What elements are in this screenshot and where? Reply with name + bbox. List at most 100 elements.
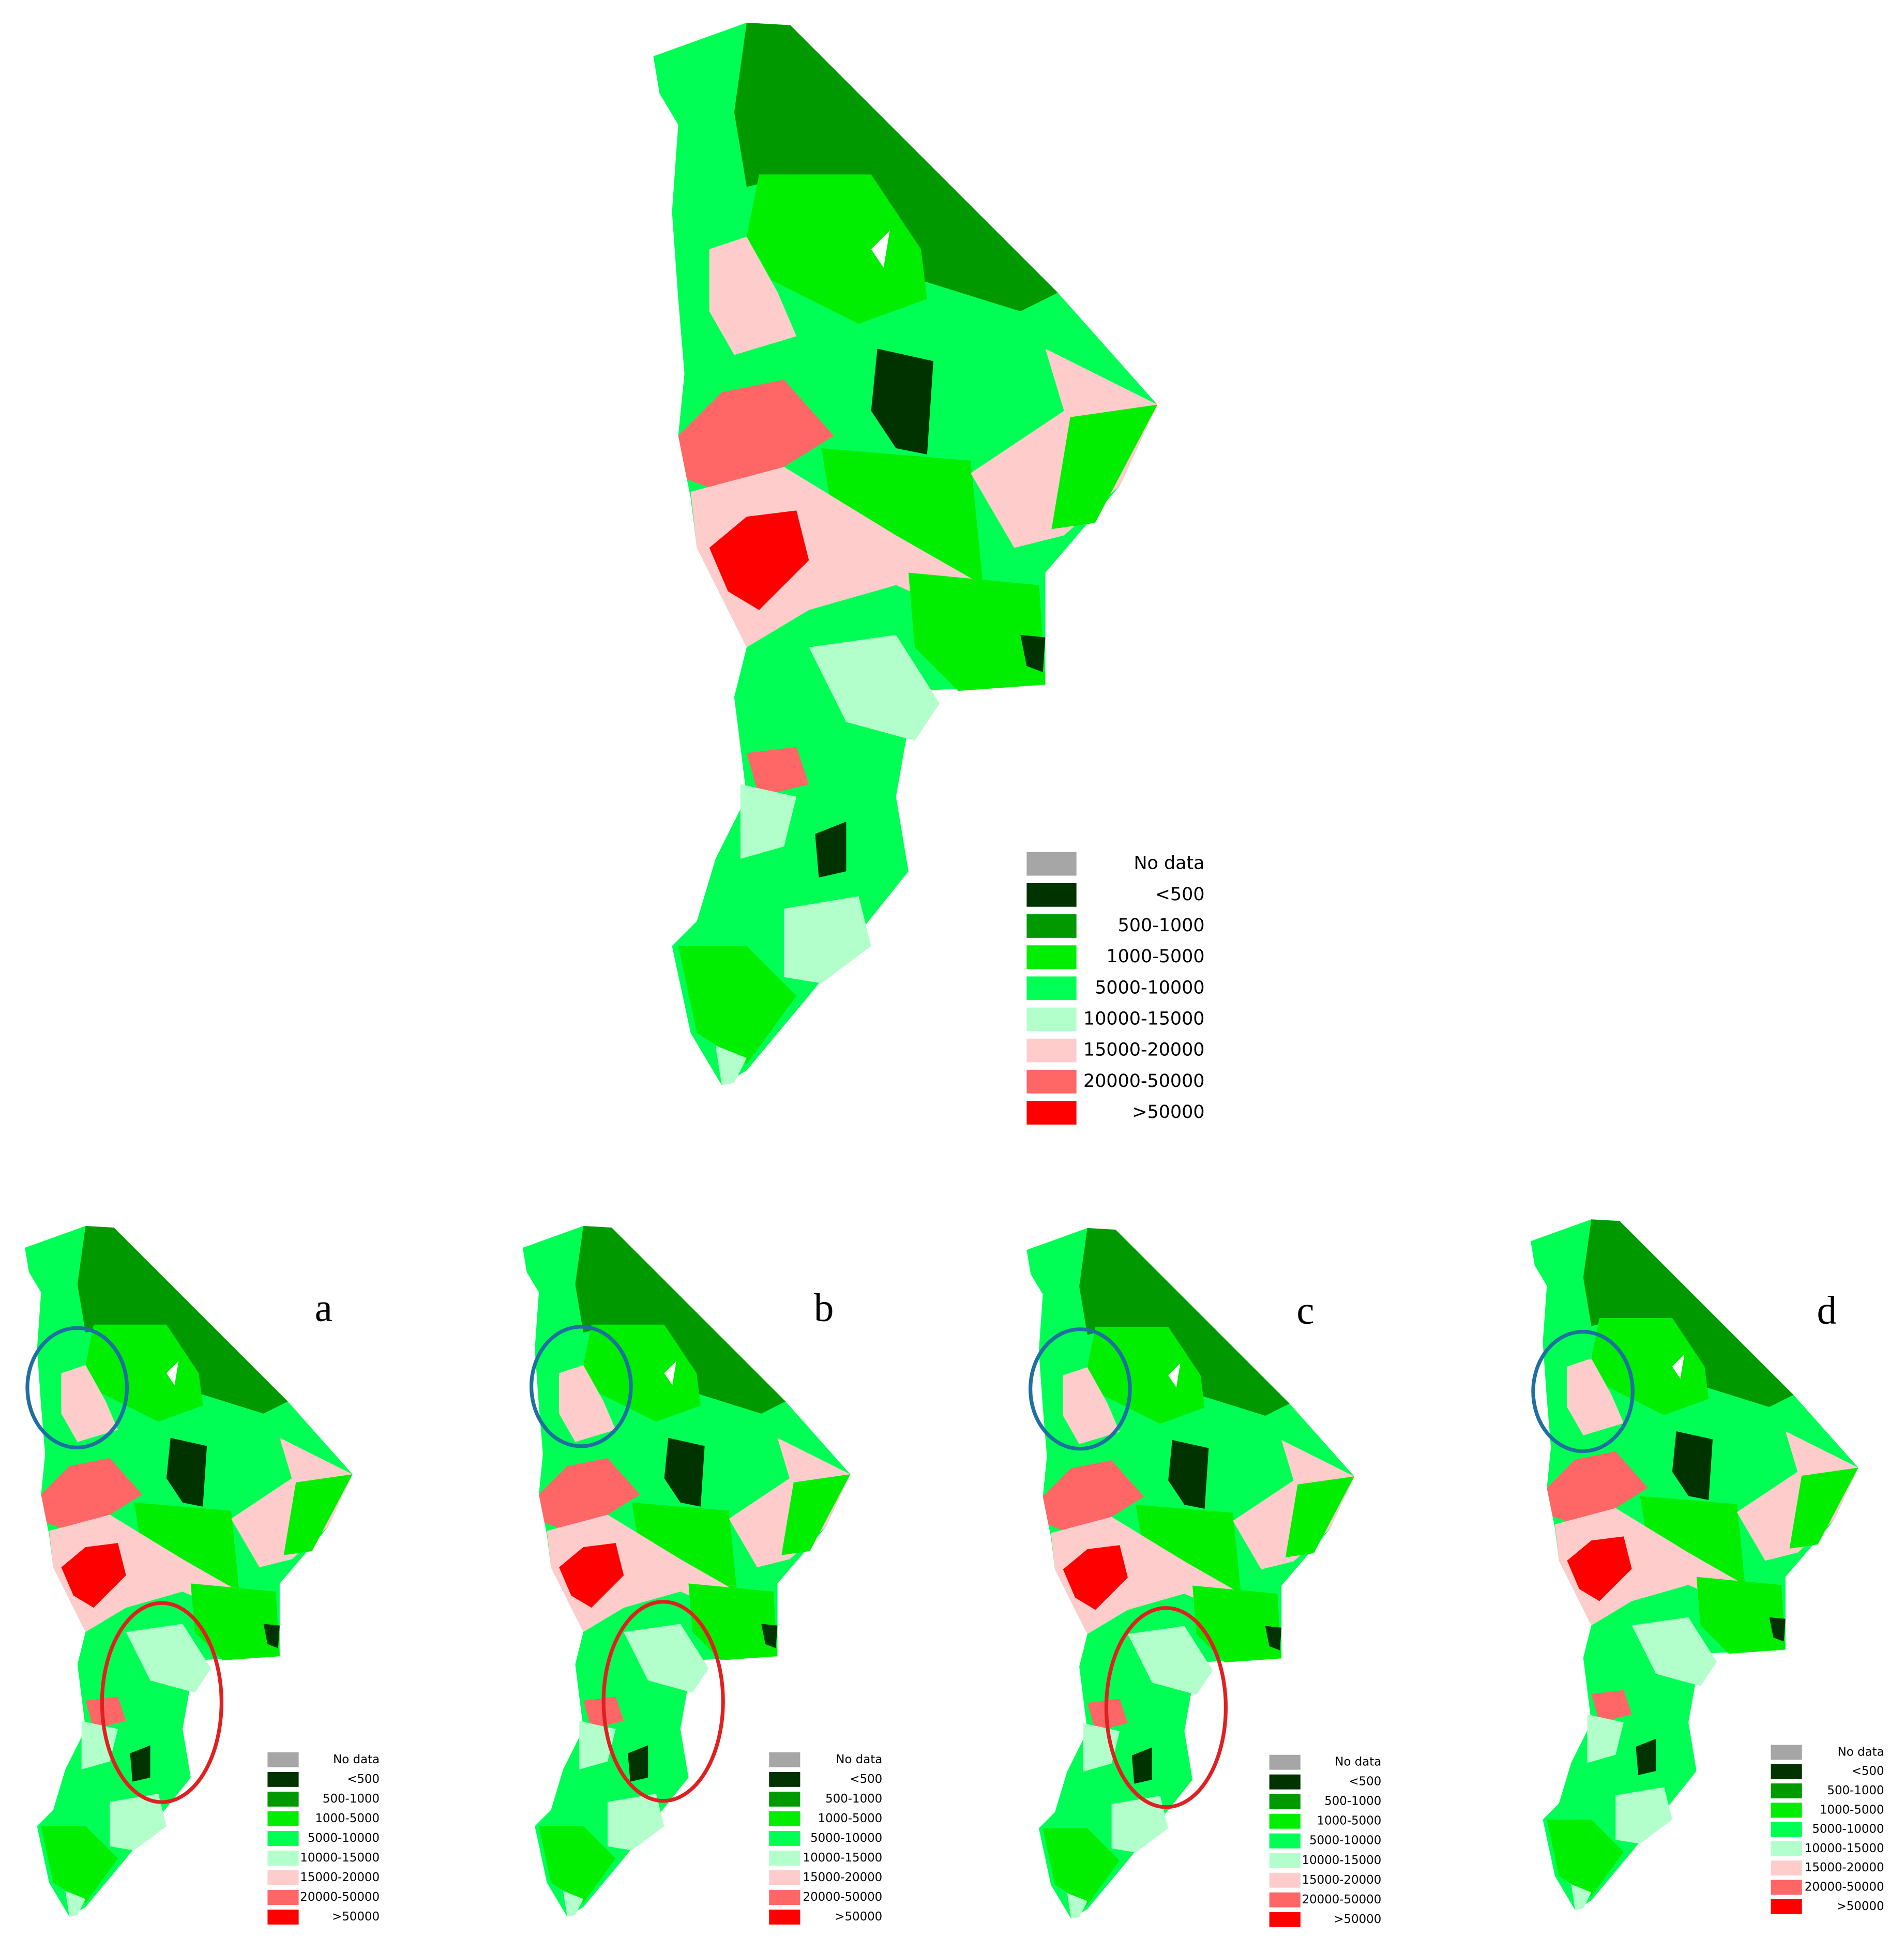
legend-label: 1000-5000 [1820,1803,1884,1816]
legend-swatch [1771,1841,1802,1856]
legend-label: >50000 [835,1910,882,1924]
legend-label: 1000-5000 [1106,946,1204,967]
legend-swatch [267,1851,299,1866]
legend: No data <500 500-1000 1000-5000 5000-10000 10… [1771,1745,1884,1914]
legend-swatch [769,1772,800,1787]
panel-label: b [814,1285,834,1330]
legend-label: 20000-50000 [1302,1893,1382,1906]
legend-label: 500-1000 [1118,915,1205,936]
red-ellipse [601,1600,725,1803]
legend-label: 5000-10000 [810,1831,882,1845]
legend-swatch [769,1890,800,1905]
panel-label: c [1296,1288,1314,1332]
legend-label: 10000-15000 [1302,1854,1382,1867]
blue-ellipse [1029,1327,1132,1451]
blue-ellipse [25,1326,129,1449]
legend-label: <500 [1852,1765,1884,1778]
legend-label: 500-1000 [825,1792,882,1806]
legend: No data <500 500-1000 1000-5000 5000-10000 10… [769,1752,882,1925]
legend-label: >50000 [1837,1900,1884,1913]
legend-swatch [267,1870,299,1885]
legend-label: No data [1335,1755,1381,1769]
legend-label: No data [1134,853,1204,874]
legend-label: <500 [347,1773,380,1786]
legend-label: 1000-5000 [818,1812,883,1825]
legend-label: 15000-20000 [1302,1873,1382,1887]
legend-label: 5000-10000 [1812,1823,1884,1836]
legend-label: 15000-20000 [300,1871,380,1884]
legend-label: 20000-50000 [1805,1881,1884,1894]
legend-swatch [1269,1774,1301,1790]
legend-swatch [1771,1745,1802,1760]
legend-swatch [1026,945,1077,969]
legend-label: 500-1000 [323,1792,380,1806]
legend-label: 10000-15000 [1083,1008,1204,1029]
legend-swatch [267,1831,299,1846]
legend-swatch [267,1811,299,1826]
legend-label: 10000-15000 [803,1851,883,1865]
legend: No data <500 500-1000 1000-5000 5000-10000 10… [1269,1754,1382,1927]
legend: No data <500 500-1000 1000-5000 5000-10000 10… [267,1752,380,1925]
legend-label: 10000-15000 [1805,1842,1884,1855]
legend-swatch [1026,914,1077,938]
legend-swatch [1269,1912,1301,1927]
legend-swatch [1771,1899,1802,1914]
legend-label: No data [836,1753,882,1766]
legend-swatch [769,1791,800,1807]
legend-swatch [1771,1783,1802,1798]
blue-ellipse [1531,1329,1635,1454]
legend-swatch [769,1851,800,1866]
legend-label: 10000-15000 [300,1851,380,1865]
legend-label: 5000-10000 [308,1831,380,1845]
legend-swatch [769,1831,800,1846]
legend-swatch [1269,1853,1301,1868]
legend-label: 5000-10000 [1095,977,1204,998]
legend-label: <500 [1155,884,1205,905]
legend-swatch [1269,1892,1301,1907]
legend-label: >50000 [1334,1913,1381,1926]
highlights [25,1325,1635,1809]
legend-swatch [1026,1069,1077,1094]
legend-label: 500-1000 [1827,1784,1884,1797]
legend-label: 15000-20000 [1805,1861,1884,1874]
legend-swatch [769,1811,800,1826]
red-ellipse [100,1601,223,1804]
legend-swatch [1026,976,1077,1001]
legend-swatch [1269,1813,1301,1829]
legend-label: No data [333,1753,380,1766]
legend-swatch [769,1870,800,1885]
legend-label: <500 [1349,1775,1381,1789]
legend-swatch [1026,883,1077,907]
blue-ellipse [529,1325,633,1448]
legend-swatch [1771,1764,1802,1779]
legend-label: No data [1838,1745,1884,1759]
legend-swatch [1771,1803,1802,1818]
legend-label: 500-1000 [1324,1795,1381,1808]
legend-swatch [267,1772,299,1787]
legend-swatch [267,1752,299,1767]
red-ellipse [1104,1606,1228,1809]
legend-swatch [1026,1101,1077,1125]
legend-label: <500 [850,1773,882,1786]
legend-swatch [267,1791,299,1807]
legend-label: 5000-10000 [1309,1834,1381,1848]
legend-swatch [1026,1007,1077,1032]
legend-swatch [1269,1833,1301,1849]
legend-swatch [267,1890,299,1905]
legend-label: >50000 [1132,1102,1204,1123]
legend-label: 1000-5000 [315,1812,380,1825]
legend-label: 20000-50000 [300,1890,380,1904]
legend-swatch [1026,1038,1077,1063]
panel-labels: a b c d [315,1285,1837,1333]
legend-swatch [1771,1822,1802,1837]
legend-label: 15000-20000 [1083,1040,1204,1061]
legend-swatch [769,1752,800,1767]
legends: No data <500 500-1000 1000-5000 5000-10000 10… [267,852,1884,1927]
legend-swatch [1771,1880,1802,1895]
panel-label: a [315,1285,333,1330]
legend-label: 20000-50000 [1083,1071,1204,1092]
legend-swatch [769,1910,800,1925]
legend-label: 20000-50000 [803,1890,883,1904]
legend-label: 1000-5000 [1317,1814,1382,1828]
